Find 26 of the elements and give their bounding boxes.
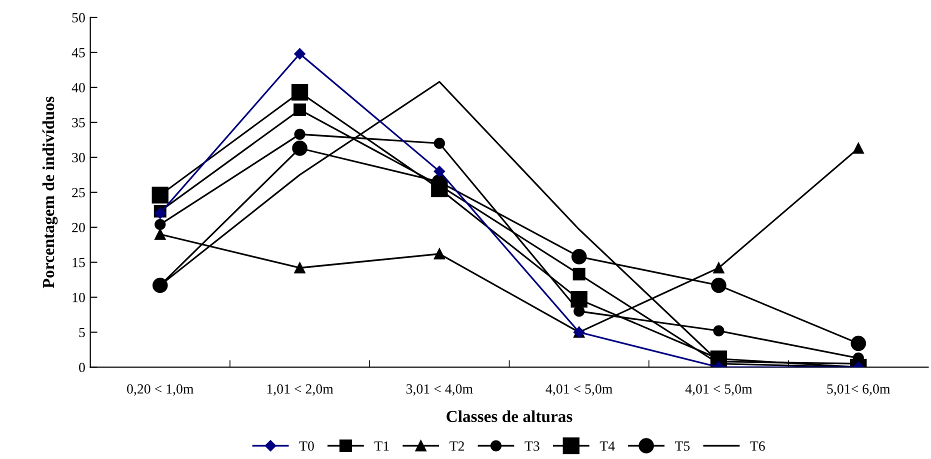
y-tick-label: 50 xyxy=(72,13,85,22)
x-tick-label: 0,20 < 1,0m xyxy=(127,384,194,396)
y-tick-label: 5 xyxy=(79,328,85,338)
legend-label: T6 xyxy=(750,441,765,451)
y-tick-label: 0 xyxy=(79,362,85,372)
x-tick-label: 4,01 < 5,0m xyxy=(546,384,612,396)
legend-label: T5 xyxy=(675,442,690,451)
x-tick-label: 4,01 < 5,0m xyxy=(685,384,752,396)
y-tick-label: 35 xyxy=(72,118,85,128)
y-tick-label: 20 xyxy=(72,222,85,232)
legend-label: T3 xyxy=(524,441,540,451)
x-axis-title: Classes de alturas xyxy=(446,410,572,422)
legend-label: T0 xyxy=(299,441,314,451)
y-axis-title: Porcentagem de indivíduos xyxy=(42,96,58,288)
y-tick-label: 15 xyxy=(72,258,85,268)
y-tick-label: 10 xyxy=(72,292,85,302)
x-tick-label: 3,01 < 4,0m xyxy=(406,384,473,396)
y-tick-label: 30 xyxy=(72,152,85,162)
legend-label: T2 xyxy=(450,441,464,451)
legend-label: T4 xyxy=(600,441,615,451)
legend-label: T1 xyxy=(374,441,389,451)
x-tick-label: 1,01 < 2,0m xyxy=(267,384,334,396)
y-tick-label: 25 xyxy=(72,188,85,198)
y-tick-label: 45 xyxy=(72,48,85,58)
x-tick-label: 5,01< 6,0m xyxy=(827,384,890,396)
y-tick-label: 40 xyxy=(72,82,85,92)
